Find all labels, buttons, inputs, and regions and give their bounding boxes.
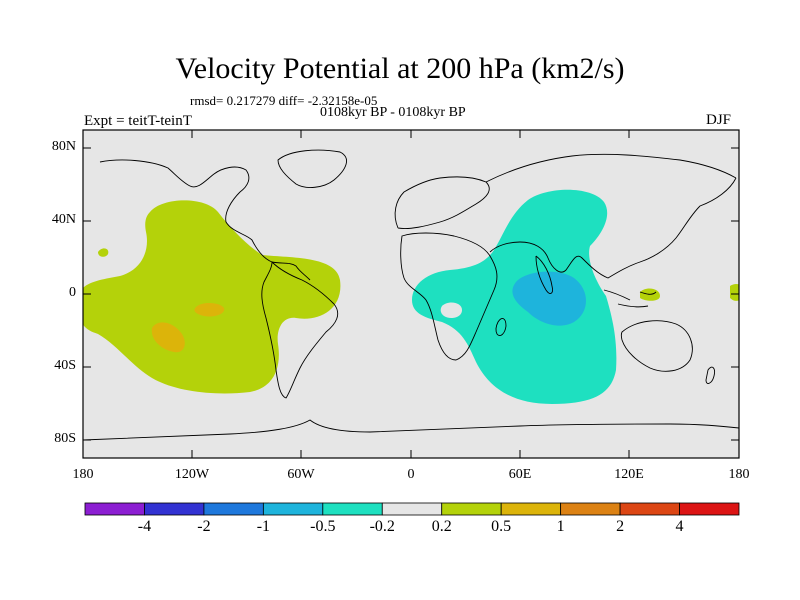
colorbar-label: 1 bbox=[556, 518, 565, 535]
colorbar-label: 0.2 bbox=[431, 518, 452, 535]
x-tick-label: 120E bbox=[614, 467, 644, 482]
coastline-indonesia bbox=[603, 289, 657, 308]
coastline-australia bbox=[620, 320, 693, 372]
y-tick-label: 0 bbox=[69, 285, 76, 300]
colorbar-swatch bbox=[441, 502, 502, 516]
y-tick-label: 80S bbox=[54, 431, 76, 446]
colorbar-label: -1 bbox=[256, 518, 271, 535]
colorbar-label: -4 bbox=[137, 518, 152, 535]
colorbar-swatch bbox=[500, 502, 562, 516]
colorbar-swatch bbox=[381, 502, 443, 516]
colorbar-swatch bbox=[560, 502, 621, 516]
coastline-asia bbox=[485, 153, 737, 279]
x-tick-label: 120W bbox=[174, 467, 210, 482]
coastlines bbox=[83, 149, 739, 441]
x-tick-label: 60W bbox=[287, 467, 315, 482]
y-tick-label: 80N bbox=[51, 139, 76, 154]
colorbar-label: -0.2 bbox=[369, 518, 395, 535]
positive-anomaly-edge-patch bbox=[730, 284, 739, 301]
colorbar-swatch bbox=[84, 502, 145, 516]
colorbar-swatch bbox=[619, 502, 680, 516]
negative-anomaly-core bbox=[512, 271, 586, 326]
colorbar-label: 0.5 bbox=[491, 518, 512, 535]
colorbar-label: -0.5 bbox=[310, 518, 336, 535]
y-tick-label: 40N bbox=[51, 212, 76, 227]
coastline-new-zealand bbox=[705, 366, 715, 384]
experiment-label: Expt = teitT-teinT bbox=[84, 113, 192, 129]
x-tick-label: 0 bbox=[407, 467, 415, 482]
coastline-north-america bbox=[99, 159, 311, 281]
positive-anomaly-small-patch bbox=[98, 248, 109, 257]
coastline-south-america bbox=[261, 261, 339, 399]
x-tick-label: 60E bbox=[508, 467, 532, 482]
axis-ticks bbox=[83, 130, 739, 458]
season-label: DJF bbox=[706, 112, 732, 128]
colorbar-label: 2 bbox=[616, 518, 625, 535]
positive-anomaly-strong-patch bbox=[194, 302, 225, 317]
colorbar-swatch bbox=[144, 502, 205, 516]
coastline-greenland bbox=[277, 149, 347, 188]
colorbar-swatch bbox=[262, 502, 324, 516]
stats-line: rmsd= 0.217279 diff= -2.32158e-05 bbox=[190, 93, 378, 108]
coastline-madagascar bbox=[495, 318, 507, 337]
coastline-antarctica bbox=[83, 419, 739, 441]
colorbar-swatch bbox=[322, 502, 383, 516]
x-tick-label: 180 bbox=[728, 467, 750, 482]
positive-anomaly-region bbox=[83, 200, 341, 394]
coastline-africa bbox=[400, 232, 498, 361]
coastline-india bbox=[535, 255, 553, 294]
colorbar-swatch bbox=[203, 502, 264, 516]
x-tick-label: 180 bbox=[72, 467, 94, 482]
neutral-gap-patch bbox=[440, 302, 462, 318]
chart-title: Velocity Potential at 200 hPa (km2/s) bbox=[175, 52, 625, 85]
colorbar-label: -2 bbox=[197, 518, 211, 535]
y-tick-label: 40S bbox=[54, 358, 76, 373]
subtitle: 0108kyr BP - 0108kyr BP bbox=[320, 105, 466, 120]
colorbar-label: 4 bbox=[675, 518, 684, 535]
colorbar-swatch bbox=[679, 502, 740, 516]
positive-anomaly-strong-patch bbox=[151, 322, 185, 353]
